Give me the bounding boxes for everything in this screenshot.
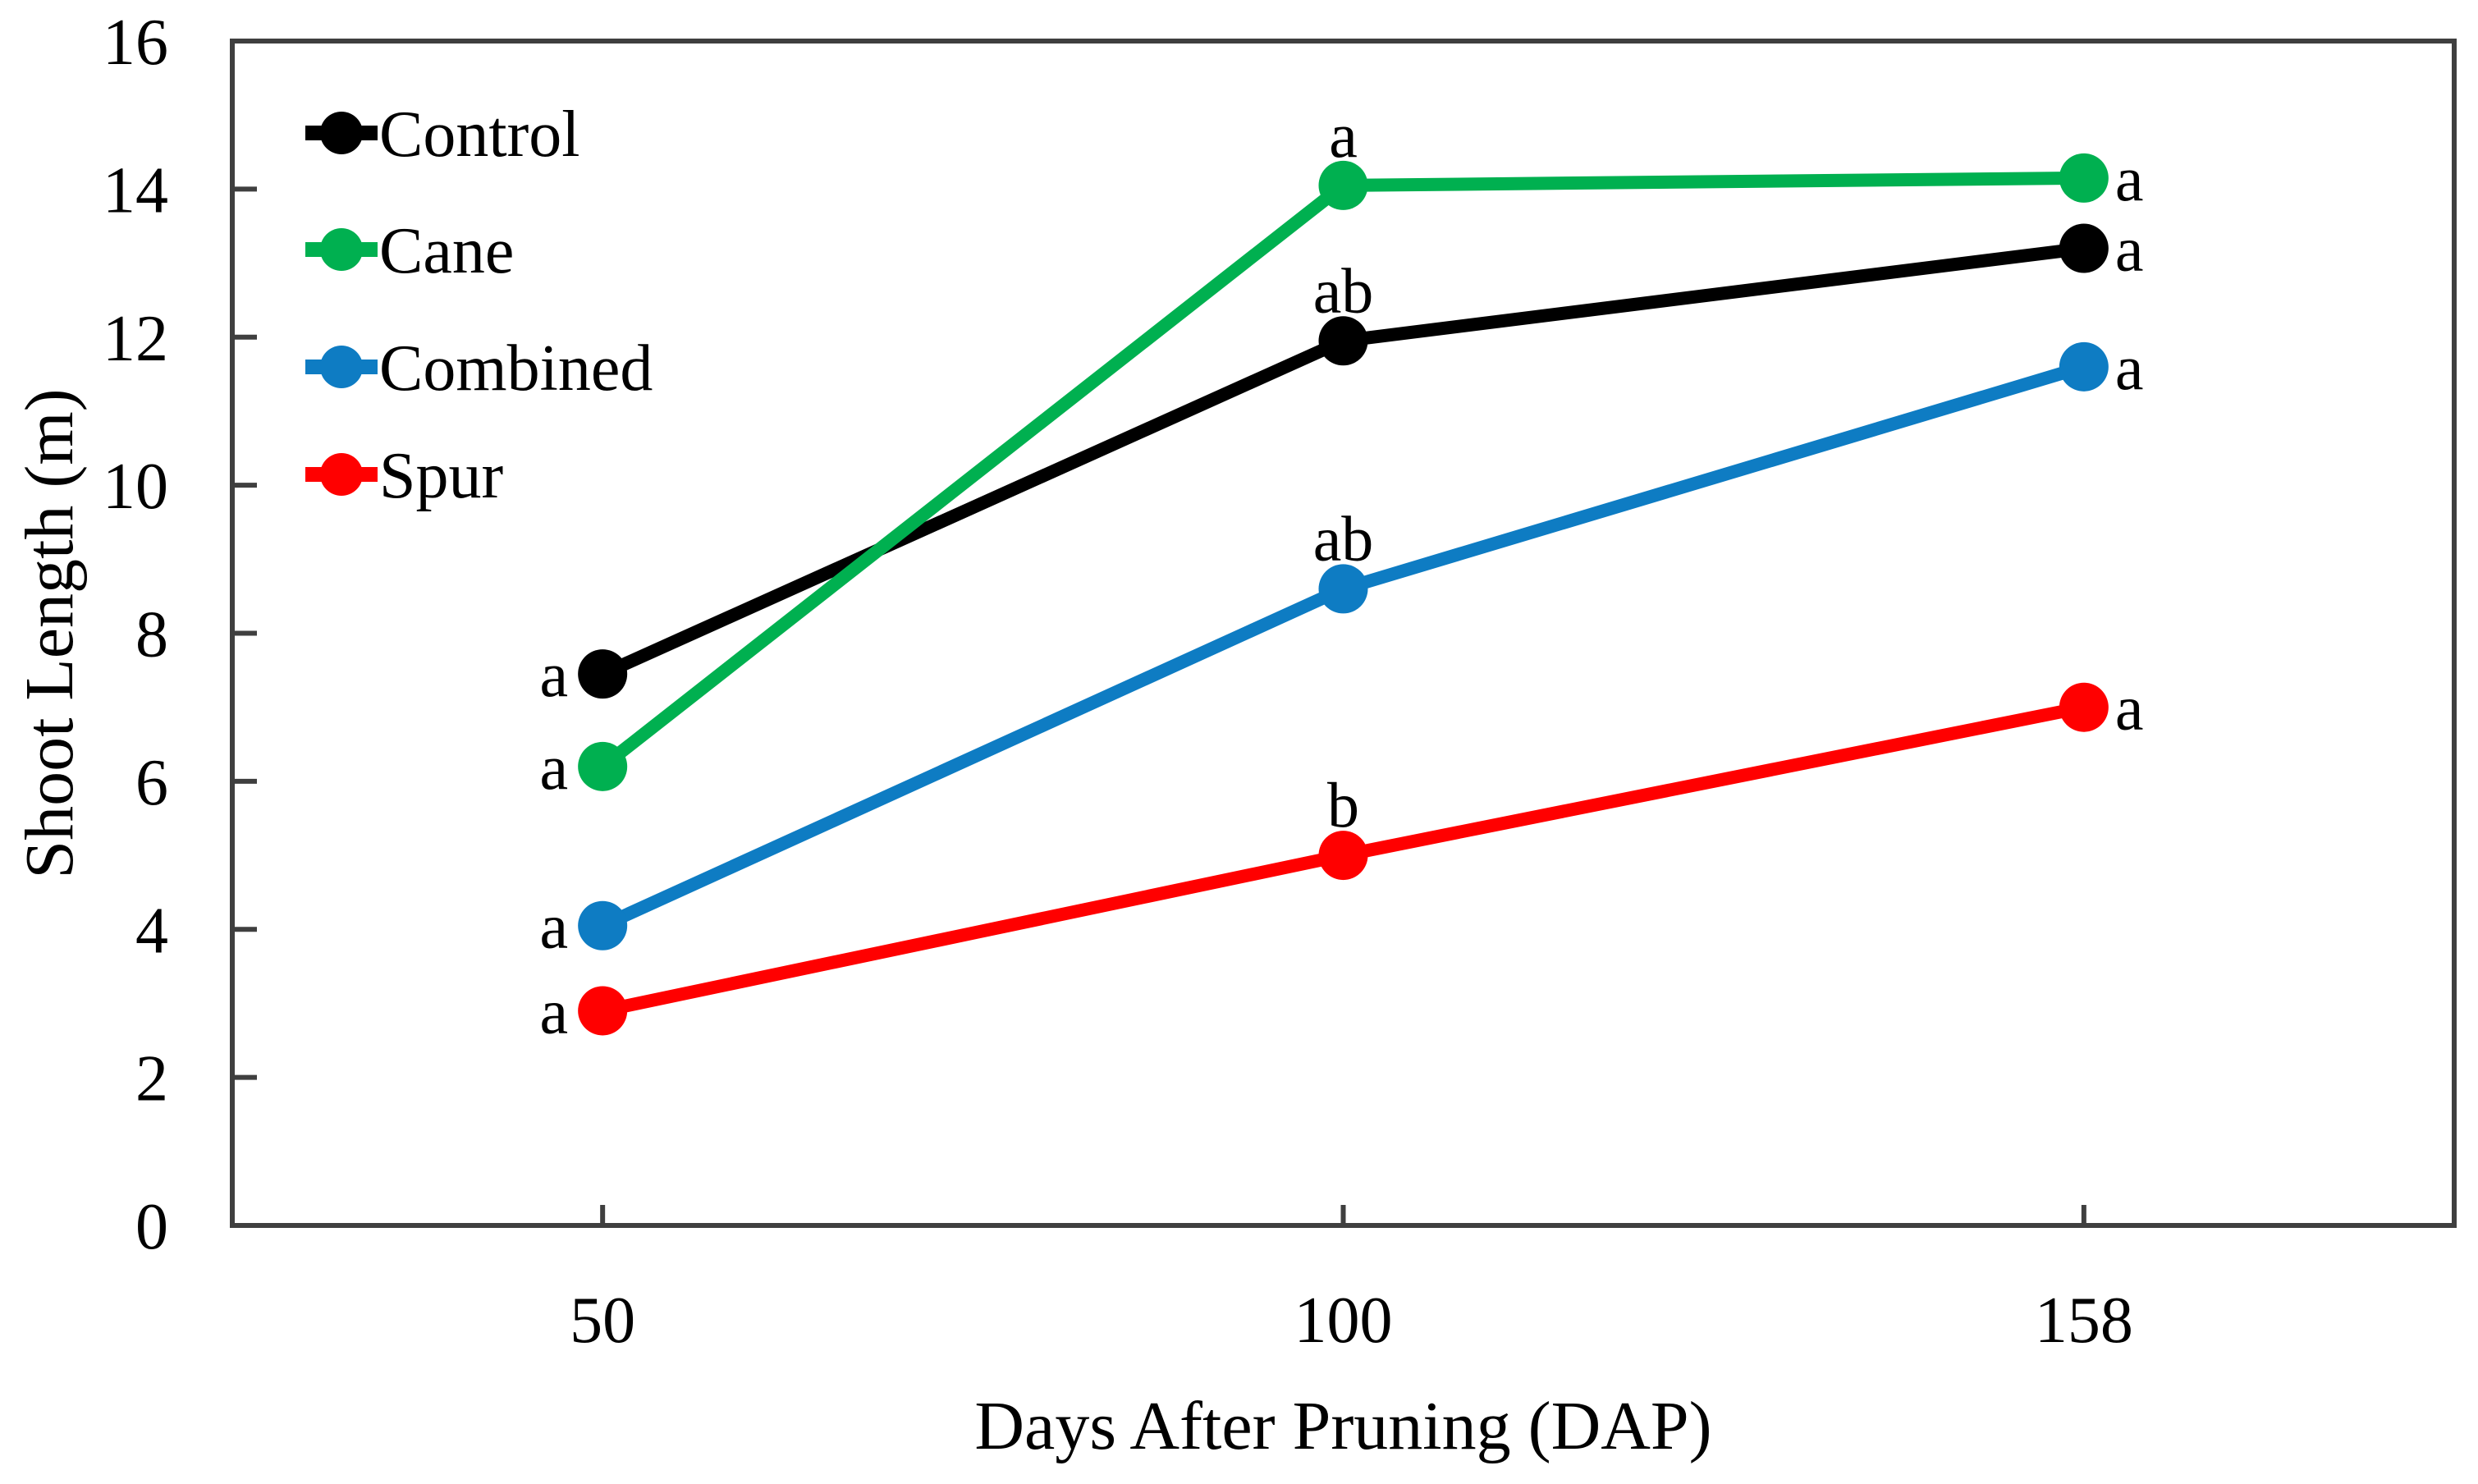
y-tick-label: 12 [103,303,168,375]
data-point-spur [1318,831,1368,881]
y-tick-label: 2 [135,1043,168,1115]
data-point-control [578,649,628,699]
sig-letter: a [2115,143,2144,214]
legend-item: Cane [305,215,514,287]
legend-item: Control [305,98,579,171]
data-point-combined [2059,341,2109,392]
legend-marker-dot [320,346,363,388]
y-tick-label: 0 [135,1191,168,1263]
sig-letter: ab [1313,254,1374,326]
sig-letter: a [2115,213,2144,285]
legend-marker-dot [320,453,363,496]
legend-label: Cane [379,215,514,287]
y-tick-label: 14 [103,154,168,227]
y-tick-label: 16 [103,7,168,79]
legend-marker-dot [320,112,363,154]
sig-letter: a [1329,99,1358,171]
y-tick-label: 4 [135,895,168,967]
y-tick-label: 6 [135,747,168,819]
sig-letter: a [540,639,569,710]
legend-label: Spur [379,440,503,512]
legend-item: Spur [305,440,503,512]
data-point-spur [578,986,628,1036]
sig-letter: a [2115,672,2144,744]
y-tick-label: 10 [103,451,168,523]
data-point-cane [578,741,628,791]
data-point-cane [2059,153,2109,203]
y-tick-label: 8 [135,599,168,671]
y-axis-title: Shoot Length (m) [11,388,88,878]
x-tick-label: 100 [1294,1285,1393,1357]
x-axis-title: Days After Pruning (DAP) [974,1388,1711,1464]
sig-letter: b [1327,769,1359,840]
sig-letter: a [2115,332,2144,403]
legend-label: Control [379,98,579,171]
x-tick-label: 158 [2035,1285,2133,1357]
legend-marker-dot [320,228,363,271]
legend-item: Combined [305,332,653,405]
sig-letter: a [540,731,569,803]
data-point-cane [1318,160,1368,210]
sig-letter: a [540,891,569,962]
sig-letter: ab [1313,502,1374,574]
x-tick-label: 50 [570,1285,635,1357]
data-point-control [1318,316,1368,366]
data-point-combined [578,900,628,950]
data-point-control [2059,223,2109,273]
sig-letter: a [540,975,569,1047]
legend-label: Combined [379,332,653,405]
data-point-combined [1318,564,1368,614]
data-point-spur [2059,682,2109,732]
